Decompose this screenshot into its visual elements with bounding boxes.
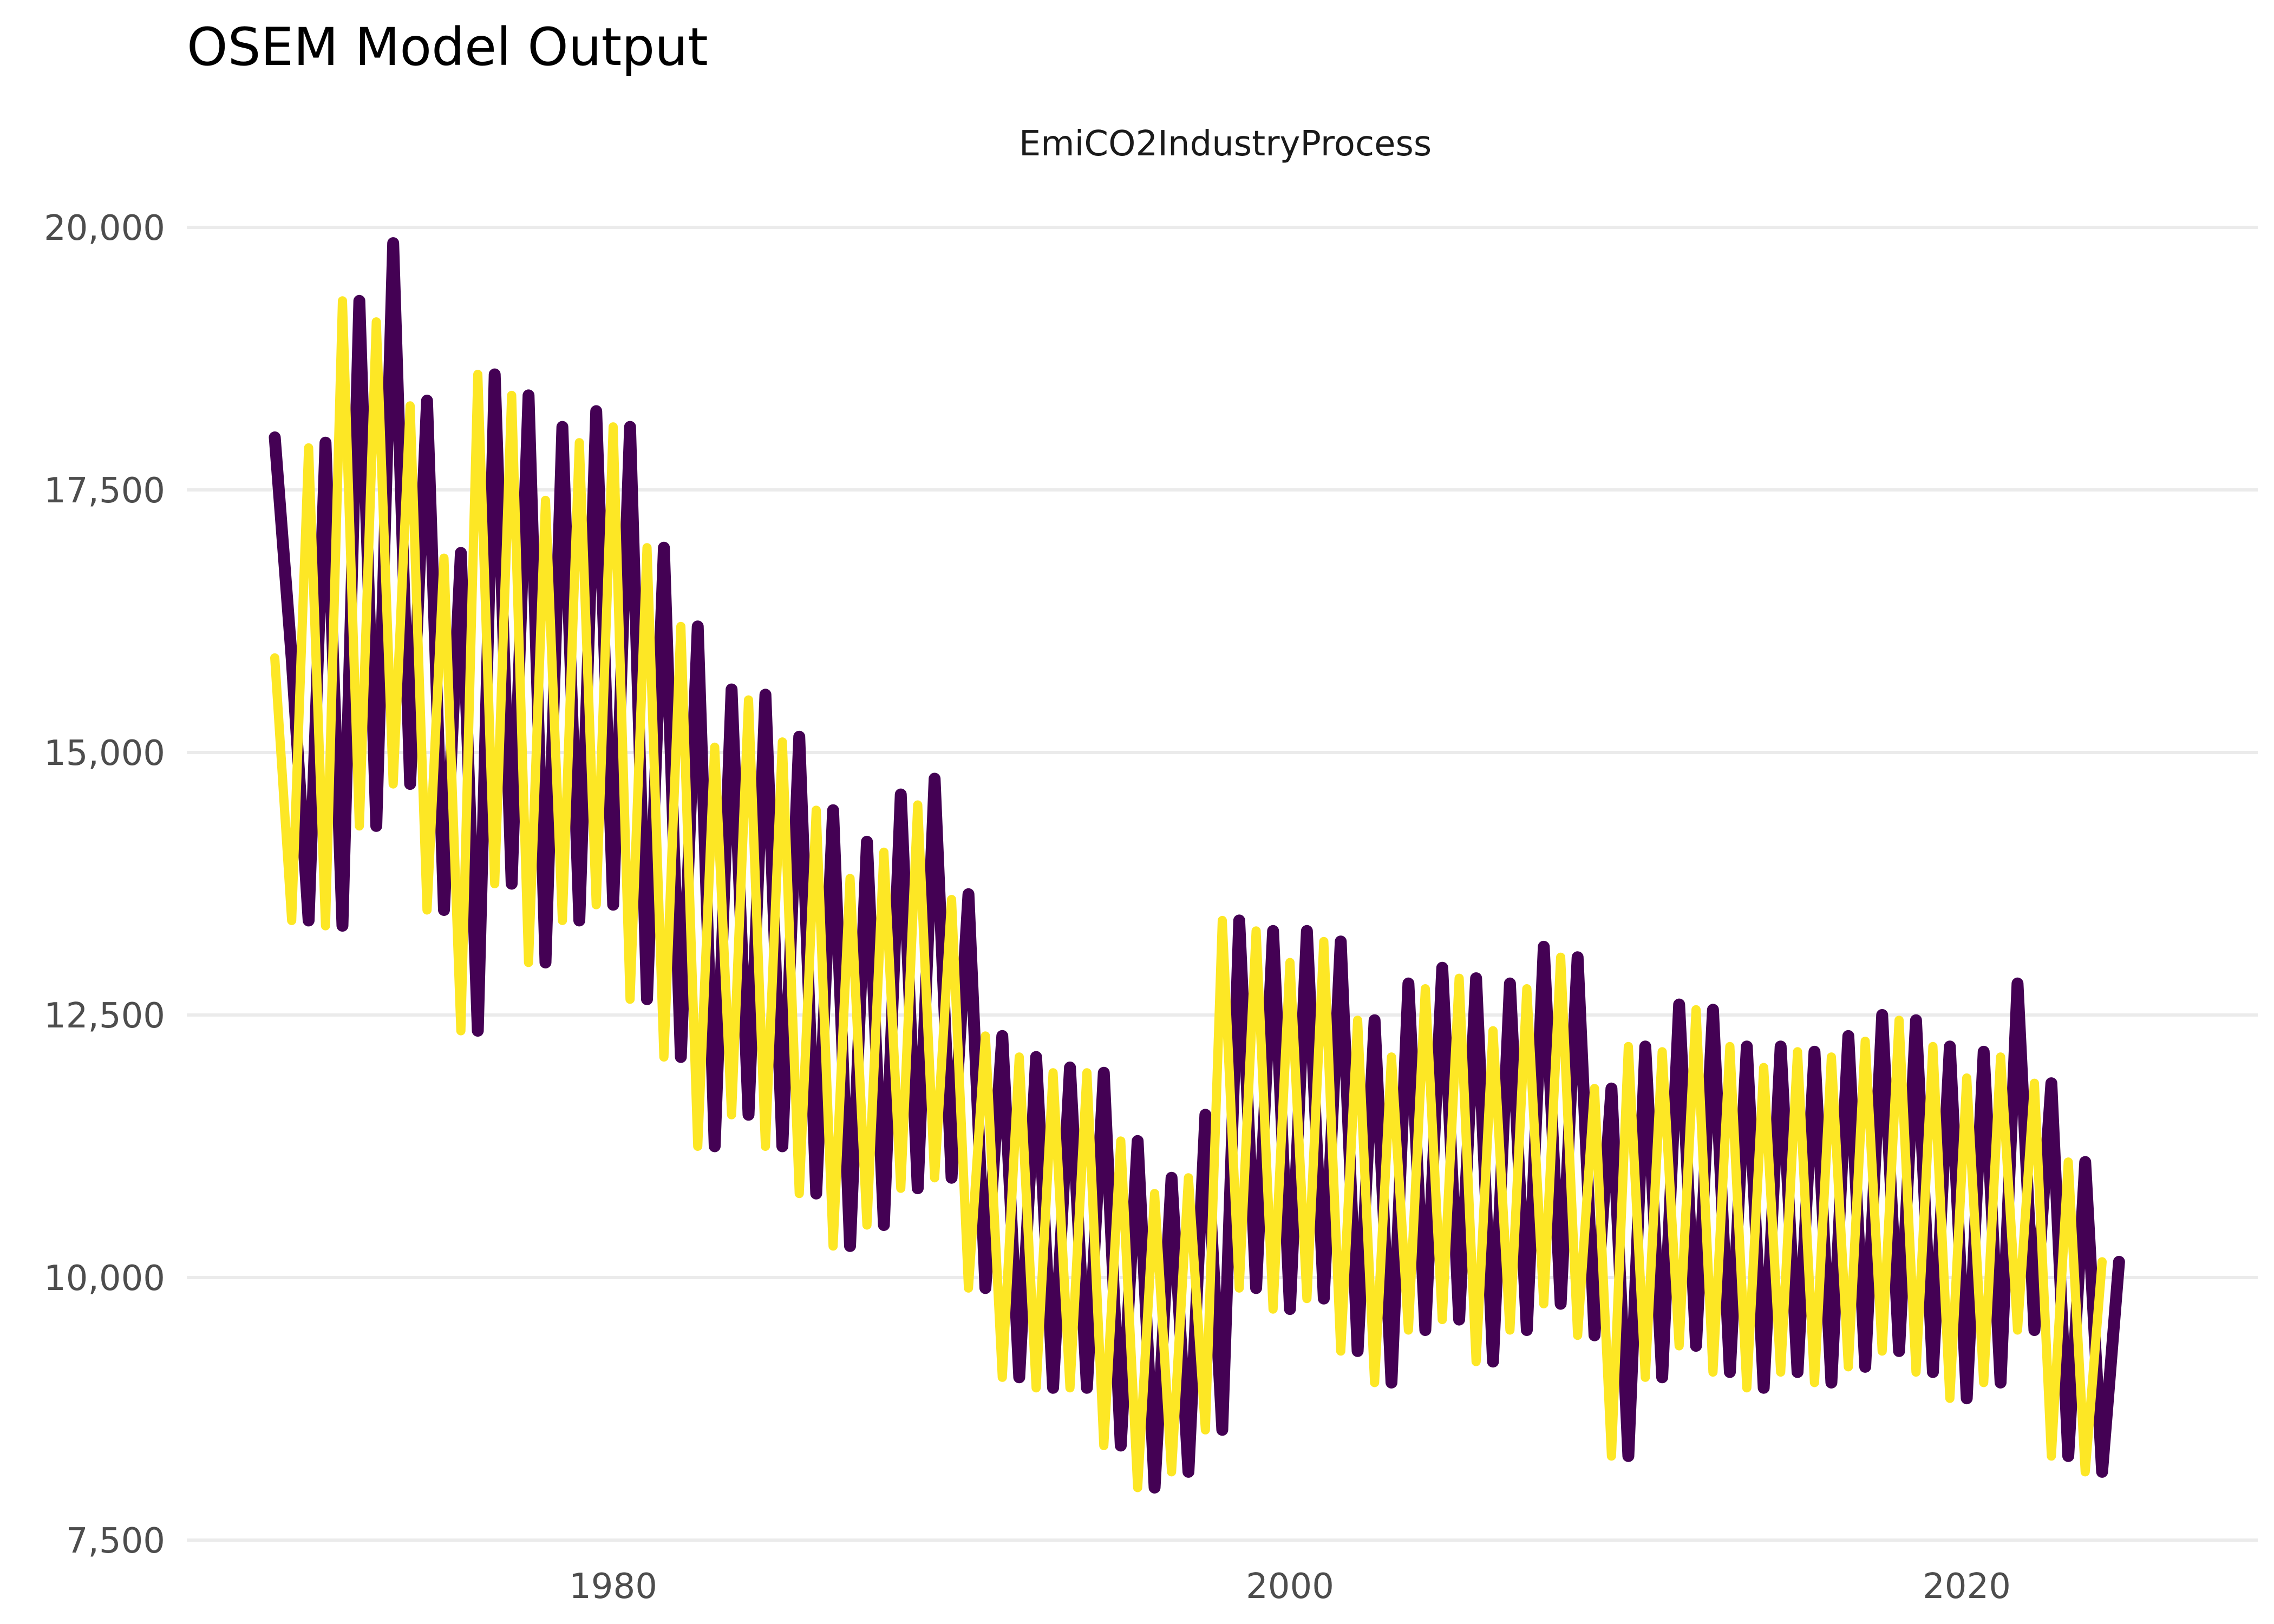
x-tick-label: 2020	[1923, 1567, 2011, 1607]
y-tick-label: 7,500	[66, 1521, 165, 1561]
chart-subtitle: EmiCO2IndustryProcess	[1019, 124, 1432, 164]
y-tick-label: 17,500	[44, 471, 165, 511]
x-axis-tick-labels: 1980 2000 2020	[569, 1567, 2011, 1607]
y-tick-label: 20,000	[44, 208, 165, 248]
chart-title: OSEM Model Output	[187, 17, 708, 77]
y-tick-label: 15,000	[44, 734, 165, 774]
series-lines	[269, 237, 2125, 1494]
x-tick-label: 2000	[1246, 1567, 1334, 1607]
y-tick-label: 10,000	[44, 1259, 165, 1299]
y-tick-label: 12,500	[44, 996, 165, 1036]
x-tick-label: 1980	[569, 1567, 657, 1607]
y-axis-tick-labels: 7,500 10,000 12,500 15,000 17,500 20,000	[44, 208, 165, 1561]
series-line-2	[270, 296, 2107, 1492]
